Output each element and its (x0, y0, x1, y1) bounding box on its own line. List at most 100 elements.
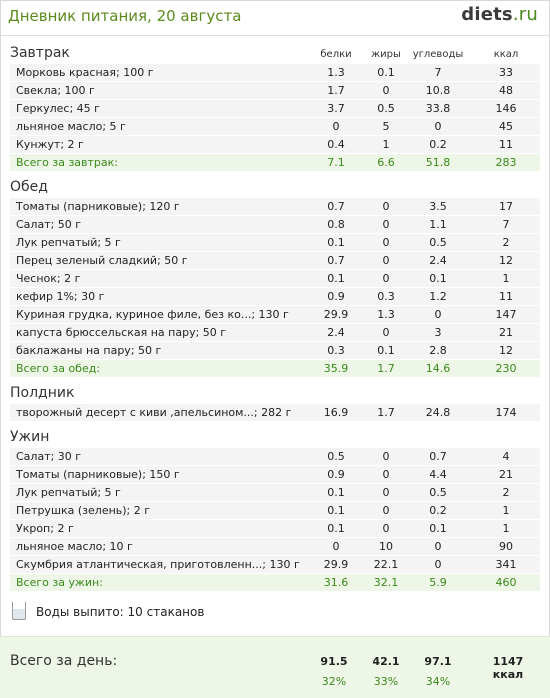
meal-total-kcal: 230 (495, 362, 517, 375)
food-name[interactable]: Чеснок; 2 г (16, 272, 81, 285)
food-protein: 0 (332, 120, 340, 133)
food-row[interactable]: Томаты (парниковые); 150 г 0.9 0 4.4 21 (10, 466, 540, 484)
food-name[interactable]: Салат; 30 г (16, 450, 82, 463)
meal-header: Обед (10, 178, 540, 198)
food-name[interactable]: баклажаны на пару; 50 г (16, 344, 162, 357)
food-protein: 0.9 (327, 290, 345, 303)
food-row[interactable]: льняное масло; 5 г 0 5 0 45 (10, 118, 540, 136)
column-header-fat: жиры (371, 49, 401, 60)
food-row[interactable]: Петрушка (зелень); 2 г 0.1 0 0.2 1 (10, 502, 540, 520)
food-name[interactable]: капуста брюссельская на пару; 50 г (16, 326, 227, 339)
food-protein: 0.8 (327, 218, 345, 231)
food-carbs: 0 (434, 540, 442, 553)
column-header-protein: белки (320, 49, 352, 60)
food-kcal: 2 (502, 236, 510, 249)
food-name[interactable]: Перец зеленый сладкий; 50 г (16, 254, 188, 267)
food-carbs: 2.4 (429, 254, 447, 267)
food-row[interactable]: Чеснок; 2 г 0.1 0 0.1 1 (10, 270, 540, 288)
header: Дневник питания, 20 августа diets.ru (0, 0, 550, 36)
day-total-box: Всего за день: 91.5 42.1 97.1 1147 ккал … (0, 636, 550, 698)
food-row[interactable]: Скумбрия атлантическая, приготовленн...;… (10, 556, 540, 574)
food-carbs: 0.5 (429, 236, 447, 249)
food-row[interactable]: Геркулес; 45 г 3.7 0.5 33.8 146 (10, 100, 540, 118)
food-row[interactable]: кефир 1%; 30 г 0.9 0.3 1.2 11 (10, 288, 540, 306)
food-protein: 2.4 (327, 326, 345, 339)
food-kcal: 174 (495, 406, 517, 419)
food-carbs: 0.5 (429, 486, 447, 499)
food-fat: 0 (382, 200, 390, 213)
food-kcal: 1 (502, 272, 510, 285)
food-kcal: 17 (499, 200, 513, 213)
food-name[interactable]: Лук репчатый; 5 г (16, 486, 121, 499)
food-name[interactable]: Лук репчатый; 5 г (16, 236, 121, 249)
food-name[interactable]: Петрушка (зелень); 2 г (16, 504, 151, 517)
food-kcal: 4 (502, 450, 510, 463)
food-row[interactable]: Лук репчатый; 5 г 0.1 0 0.5 2 (10, 484, 540, 502)
food-fat: 0 (382, 504, 390, 517)
food-carbs: 3.5 (429, 200, 447, 213)
food-row[interactable]: Салат; 30 г 0.5 0 0.7 4 (10, 448, 540, 466)
food-name[interactable]: льняное масло; 10 г (16, 540, 133, 553)
meal-header: Полдник (10, 384, 540, 404)
food-carbs: 0 (434, 308, 442, 321)
food-carbs: 2.8 (429, 344, 447, 357)
food-kcal: 11 (499, 290, 513, 303)
food-name[interactable]: льняное масло; 5 г (16, 120, 126, 133)
food-name[interactable]: Морковь красная; 100 г (16, 66, 154, 79)
column-header-kcal: ккал (493, 49, 519, 60)
section-gap (10, 592, 540, 598)
header-divider (0, 35, 550, 36)
food-carbs: 0.1 (429, 522, 447, 535)
meal-total-kcal: 283 (495, 156, 517, 169)
food-carbs: 0.7 (429, 450, 447, 463)
food-row[interactable]: Свекла; 100 г 1.7 0 10.8 48 (10, 82, 540, 100)
food-name[interactable]: Геркулес; 45 г (16, 102, 100, 115)
day-total-kcal: 1147 ккал (492, 655, 524, 681)
food-kcal: 1 (502, 522, 510, 535)
food-name[interactable]: Куриная грудка, куриное филе, без ко...;… (16, 308, 289, 321)
food-fat: 0 (382, 468, 390, 481)
food-row[interactable]: Куриная грудка, куриное филе, без ко...;… (10, 306, 540, 324)
day-pct-protein: 32% (321, 675, 347, 688)
meal-total-fat: 6.6 (377, 156, 395, 169)
food-name[interactable]: Укроп; 2 г (16, 522, 74, 535)
food-row[interactable]: Кунжут; 2 г 0.4 1 0.2 11 (10, 136, 540, 154)
food-kcal: 11 (499, 138, 513, 151)
food-row[interactable]: баклажаны на пару; 50 г 0.3 0.1 2.8 12 (10, 342, 540, 360)
food-name[interactable]: кефир 1%; 30 г (16, 290, 105, 303)
food-carbs: 0 (434, 120, 442, 133)
food-row[interactable]: Укроп; 2 г 0.1 0 0.1 1 (10, 520, 540, 538)
day-pct-carbs: 34% (425, 675, 451, 688)
day-pct-fat: 33% (373, 675, 399, 688)
food-name[interactable]: Свекла; 100 г (16, 84, 95, 97)
food-name[interactable]: Томаты (парниковые); 150 г (16, 468, 180, 481)
day-total-label: Всего за день: (10, 653, 118, 669)
food-name[interactable]: творожный десерт с киви ,апельсином...; … (16, 406, 292, 419)
food-protein: 0 (332, 540, 340, 553)
meal-total-protein: 7.1 (327, 156, 345, 169)
site-logo[interactable]: diets.ru (461, 4, 538, 25)
food-kcal: 2 (502, 486, 510, 499)
food-name[interactable]: Салат; 50 г (16, 218, 82, 231)
meal-total-label: Всего за ужин: (16, 576, 103, 589)
food-row[interactable]: Морковь красная; 100 г 1.3 0.1 7 33 (10, 64, 540, 82)
food-row[interactable]: Томаты (парниковые); 120 г 0.7 0 3.5 17 (10, 198, 540, 216)
food-row[interactable]: льняное масло; 10 г 0 10 0 90 (10, 538, 540, 556)
food-row[interactable]: творожный десерт с киви ,апельсином...; … (10, 404, 540, 422)
food-kcal: 90 (499, 540, 513, 553)
food-carbs: 7 (434, 66, 442, 79)
food-name[interactable]: Скумбрия атлантическая, приготовленн...;… (16, 558, 300, 571)
food-name[interactable]: Кунжут; 2 г (16, 138, 84, 151)
meal-name: Полдник (10, 385, 75, 401)
food-row[interactable]: капуста брюссельская на пару; 50 г 2.4 0 3 2… (10, 324, 540, 342)
food-row[interactable]: Перец зеленый сладкий; 50 г 0.7 0 2.4 12 (10, 252, 540, 270)
day-total-carbs: 97.1 (424, 655, 452, 668)
food-kcal: 1 (502, 504, 510, 517)
food-protein: 0.1 (327, 272, 345, 285)
food-name[interactable]: Томаты (парниковые); 120 г (16, 200, 180, 213)
food-kcal: 147 (495, 308, 517, 321)
food-row[interactable]: Лук репчатый; 5 г 0.1 0 0.5 2 (10, 234, 540, 252)
food-protein: 0.7 (327, 254, 345, 267)
food-row[interactable]: Салат; 50 г 0.8 0 1.1 7 (10, 216, 540, 234)
food-protein: 0.1 (327, 486, 345, 499)
